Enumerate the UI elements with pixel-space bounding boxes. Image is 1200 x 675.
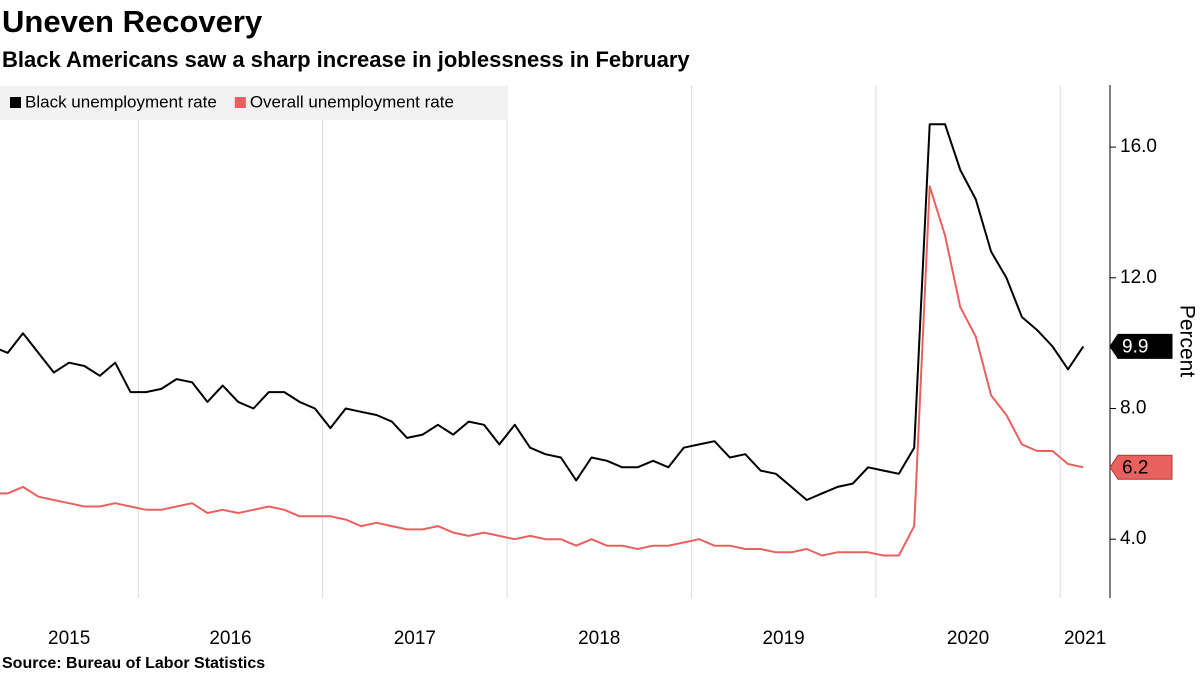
x-tick-label: 2018 [578,628,620,649]
plot [0,123,1085,557]
x-tick-label: 2019 [762,628,804,649]
last-value-label: 6.2 [1122,457,1148,478]
x-tick-label: 2017 [394,628,436,649]
legend-swatch [10,97,21,108]
chart-title: Uneven Recovery [2,4,263,39]
line-series [0,185,1084,557]
last-value-tag: 6.2 [1109,454,1173,480]
y-tick-label: 16.0 [1120,136,1157,157]
last-value-box [1109,454,1173,480]
y-tick-label: 12.0 [1120,267,1157,288]
y-tick-label: 4.0 [1120,528,1146,549]
line-series [0,123,1085,501]
x-tick-label: 2021 [1064,628,1106,649]
last-value-label: 9.9 [1122,336,1148,357]
legend-label: Overall unemployment rate [250,92,454,111]
legend: Black unemployment rate Overall unemploym… [0,86,508,120]
x-tick-label: 2015 [48,628,90,649]
legend-background [0,86,508,120]
x-tick-label: 2020 [947,628,989,649]
chart-subtitle: Black Americans saw a sharp increase in … [2,47,690,72]
last-value-box [1109,333,1173,359]
legend-label: Black unemployment rate [25,92,217,111]
last-value-tag: 9.9 [1109,333,1173,359]
y-axis-label: Percent [1175,305,1198,378]
legend-swatch [234,97,246,108]
source: Source: Bureau of Labor Statistics [2,655,265,672]
x-tick-label: 2016 [209,628,251,649]
y-tick-label: 8.0 [1120,397,1146,418]
